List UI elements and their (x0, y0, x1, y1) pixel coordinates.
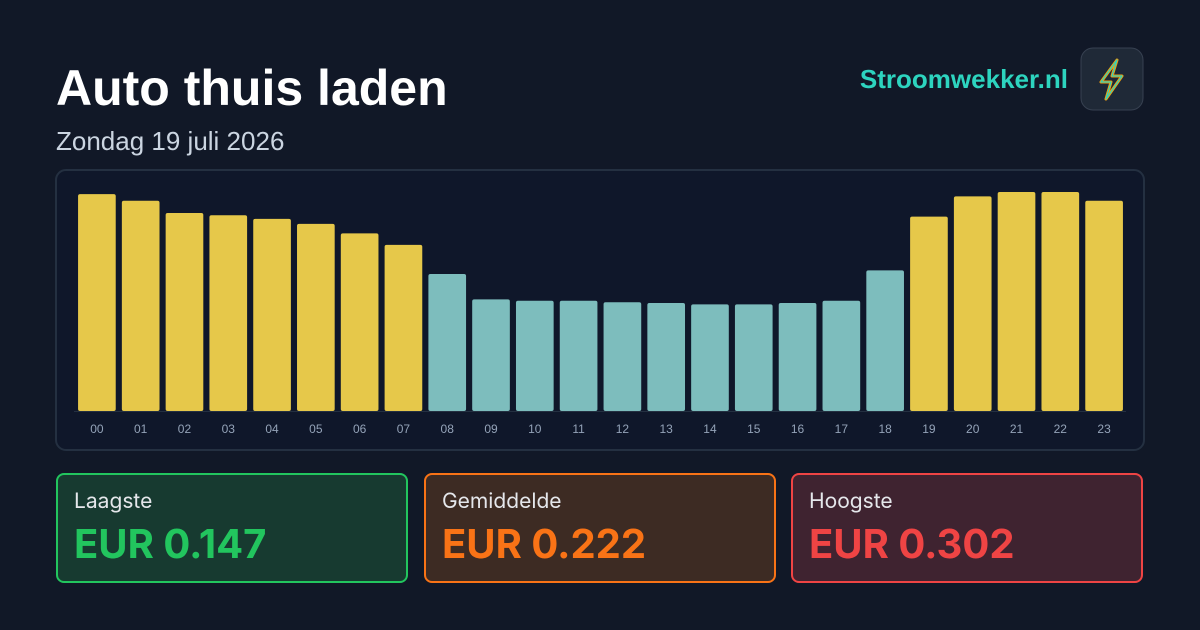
stat-card: Hoogste EUR 0.302 (791, 473, 1143, 583)
stat-label: Gemiddelde (442, 489, 562, 514)
stat-label: Laagste (74, 489, 153, 514)
bar (691, 304, 729, 411)
x-tick-label: 14 (703, 422, 717, 436)
x-tick-label: 19 (922, 422, 936, 436)
x-tick-label: 10 (528, 422, 542, 436)
bar (910, 216, 948, 411)
x-tick-label: 20 (966, 422, 980, 436)
chart-subtitle: Zondag 19 juli 2026 (56, 126, 284, 156)
x-tick-label: 01 (134, 422, 148, 436)
bar (603, 302, 642, 411)
stat-card: Laagste EUR 0.147 (56, 473, 408, 583)
x-tick-label: 08 (441, 422, 455, 436)
bar (1041, 192, 1080, 411)
x-tick-label: 05 (309, 422, 323, 436)
x-tick-label: 17 (835, 422, 849, 436)
bar (778, 302, 817, 411)
x-tick-label: 07 (397, 422, 411, 436)
bar (472, 299, 510, 411)
x-tick-label: 03 (222, 422, 236, 436)
x-tick-label: 09 (484, 422, 498, 436)
logo-box (1080, 47, 1144, 111)
bar (297, 223, 335, 411)
stat-label: Hoogste (809, 489, 893, 514)
stat-card: Gemiddelde EUR 0.222 (424, 473, 776, 583)
bar (866, 270, 904, 411)
stat-value: EUR 0.302 (809, 519, 1015, 568)
logo (1080, 47, 1144, 111)
bar (1085, 200, 1123, 411)
bar (253, 218, 291, 411)
bar (121, 200, 160, 411)
bar (428, 273, 467, 411)
logo-bolt-inner (1100, 59, 1123, 100)
bar (953, 196, 992, 411)
bar (384, 244, 423, 411)
chart-title: Auto thuis laden (56, 60, 448, 116)
bar (209, 215, 248, 411)
stat-value: EUR 0.147 (74, 519, 267, 568)
x-tick-label: 15 (747, 422, 761, 436)
bar (559, 300, 598, 411)
x-tick-label: 04 (265, 422, 279, 436)
x-tick-label: 11 (572, 422, 585, 436)
bar (340, 233, 379, 411)
x-tick-label: 06 (353, 422, 367, 436)
bar (647, 302, 686, 411)
bar (734, 304, 773, 411)
bar (165, 213, 204, 411)
x-tick-label: 12 (616, 422, 630, 436)
x-tick-label: 23 (1097, 422, 1111, 436)
x-tick-label: 02 (178, 422, 192, 436)
bar (997, 192, 1036, 411)
x-tick-label: 00 (90, 422, 104, 436)
bar (515, 300, 554, 411)
x-tick-label: 22 (1054, 422, 1068, 436)
x-tick-label: 13 (660, 422, 674, 436)
x-tick-label: 18 (878, 422, 892, 436)
bar (822, 300, 861, 411)
x-tick-label: 16 (791, 422, 805, 436)
bar (78, 194, 116, 411)
stat-value: EUR 0.222 (442, 519, 647, 568)
x-tick-label: 21 (1010, 422, 1024, 436)
brand: Stroomwekker.nl (860, 64, 1068, 94)
